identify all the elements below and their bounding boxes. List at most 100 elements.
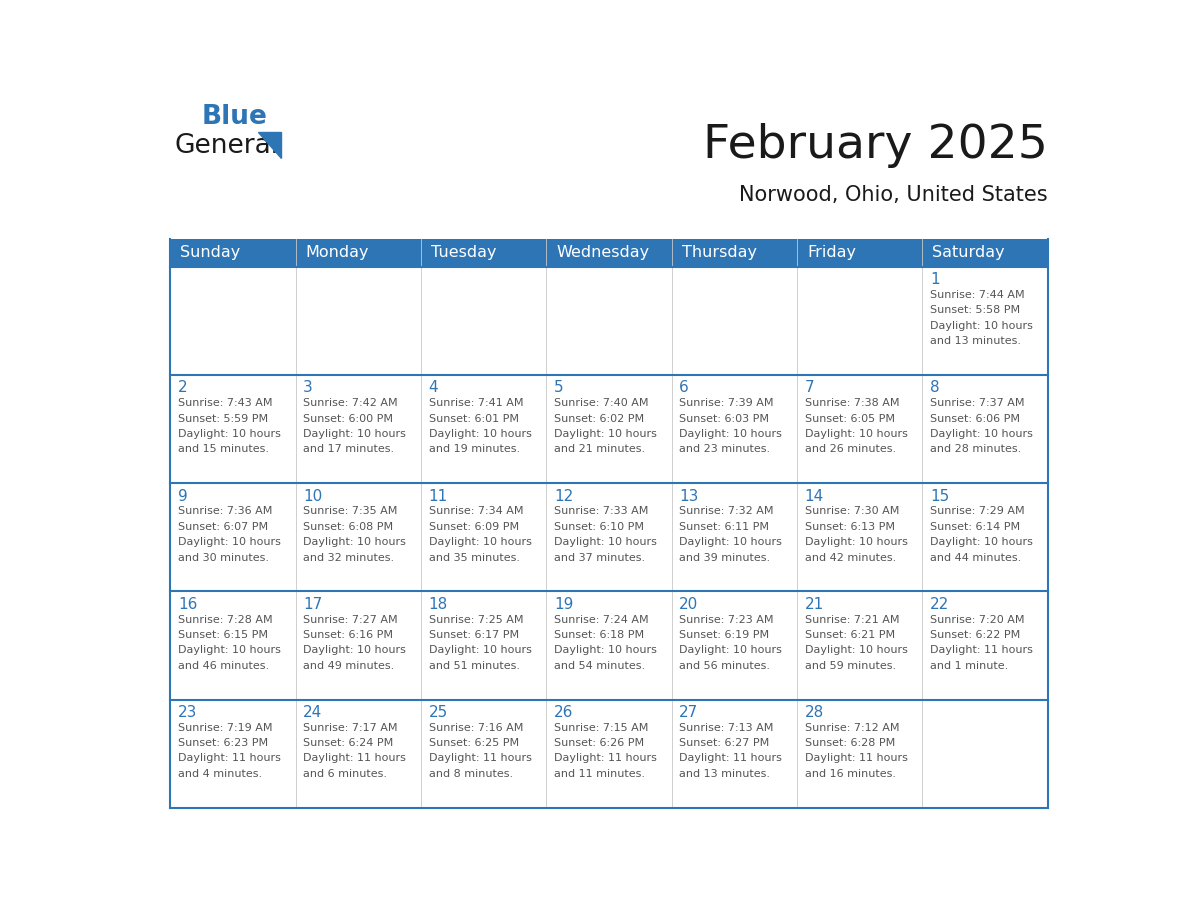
Text: 21: 21 <box>804 597 823 611</box>
Text: Sunset: 6:18 PM: Sunset: 6:18 PM <box>554 630 644 640</box>
Text: and 16 minutes.: and 16 minutes. <box>804 769 896 778</box>
Text: Sunrise: 7:25 AM: Sunrise: 7:25 AM <box>429 614 523 624</box>
Bar <box>296 267 421 375</box>
Text: Sunrise: 7:34 AM: Sunrise: 7:34 AM <box>429 507 523 516</box>
Text: and 30 minutes.: and 30 minutes. <box>178 553 268 563</box>
Bar <box>421 591 546 700</box>
Text: February 2025: February 2025 <box>702 123 1048 168</box>
Text: 2: 2 <box>178 380 188 396</box>
Text: Daylight: 10 hours: Daylight: 10 hours <box>178 537 280 547</box>
Text: Sunrise: 7:44 AM: Sunrise: 7:44 AM <box>930 290 1024 300</box>
Text: Sunset: 6:06 PM: Sunset: 6:06 PM <box>930 413 1020 423</box>
Bar <box>421 375 546 483</box>
Text: and 4 minutes.: and 4 minutes. <box>178 769 263 778</box>
Text: and 44 minutes.: and 44 minutes. <box>930 553 1022 563</box>
Text: Daylight: 10 hours: Daylight: 10 hours <box>554 537 657 547</box>
Text: Sunset: 6:25 PM: Sunset: 6:25 PM <box>429 738 519 748</box>
Bar <box>170 267 296 375</box>
Bar <box>546 700 671 808</box>
Bar <box>922 483 1048 591</box>
Bar <box>546 375 671 483</box>
Text: Sunrise: 7:35 AM: Sunrise: 7:35 AM <box>303 507 398 516</box>
Text: 4: 4 <box>429 380 438 396</box>
Text: Sunrise: 7:36 AM: Sunrise: 7:36 AM <box>178 507 272 516</box>
Text: Sunrise: 7:29 AM: Sunrise: 7:29 AM <box>930 507 1024 516</box>
Text: Sunset: 6:16 PM: Sunset: 6:16 PM <box>303 630 393 640</box>
Text: Saturday: Saturday <box>933 245 1005 261</box>
Text: Sunrise: 7:41 AM: Sunrise: 7:41 AM <box>429 398 523 409</box>
Text: Sunrise: 7:15 AM: Sunrise: 7:15 AM <box>554 722 649 733</box>
Text: Daylight: 10 hours: Daylight: 10 hours <box>303 645 406 655</box>
Text: 5: 5 <box>554 380 563 396</box>
Text: Daylight: 10 hours: Daylight: 10 hours <box>680 429 782 439</box>
Text: Daylight: 11 hours: Daylight: 11 hours <box>303 754 406 764</box>
Bar <box>671 483 797 591</box>
Text: Thursday: Thursday <box>682 245 757 261</box>
Text: and 39 minutes.: and 39 minutes. <box>680 553 770 563</box>
Text: and 54 minutes.: and 54 minutes. <box>554 661 645 671</box>
Polygon shape <box>258 132 282 158</box>
Text: and 17 minutes.: and 17 minutes. <box>303 444 394 454</box>
Text: Sunrise: 7:43 AM: Sunrise: 7:43 AM <box>178 398 272 409</box>
Text: Sunrise: 7:12 AM: Sunrise: 7:12 AM <box>804 722 899 733</box>
Text: 24: 24 <box>303 705 322 720</box>
Text: and 19 minutes.: and 19 minutes. <box>429 444 519 454</box>
Text: Sunrise: 7:28 AM: Sunrise: 7:28 AM <box>178 614 272 624</box>
Text: Daylight: 11 hours: Daylight: 11 hours <box>680 754 782 764</box>
Text: Daylight: 10 hours: Daylight: 10 hours <box>178 429 280 439</box>
Text: and 13 minutes.: and 13 minutes. <box>680 769 770 778</box>
Text: and 51 minutes.: and 51 minutes. <box>429 661 519 671</box>
Text: 14: 14 <box>804 488 823 504</box>
Text: Sunset: 6:23 PM: Sunset: 6:23 PM <box>178 738 268 748</box>
Bar <box>797 483 922 591</box>
Text: Sunset: 5:59 PM: Sunset: 5:59 PM <box>178 413 268 423</box>
Text: Daylight: 11 hours: Daylight: 11 hours <box>429 754 531 764</box>
Text: and 42 minutes.: and 42 minutes. <box>804 553 896 563</box>
Text: 9: 9 <box>178 488 188 504</box>
Bar <box>922 267 1048 375</box>
Text: and 49 minutes.: and 49 minutes. <box>303 661 394 671</box>
Text: Daylight: 10 hours: Daylight: 10 hours <box>429 537 531 547</box>
Text: and 23 minutes.: and 23 minutes. <box>680 444 770 454</box>
Text: Sunset: 6:22 PM: Sunset: 6:22 PM <box>930 630 1020 640</box>
Text: 8: 8 <box>930 380 940 396</box>
Text: and 6 minutes.: and 6 minutes. <box>303 769 387 778</box>
Bar <box>296 375 421 483</box>
Text: 28: 28 <box>804 705 823 720</box>
Text: Daylight: 11 hours: Daylight: 11 hours <box>554 754 657 764</box>
Text: Sunrise: 7:38 AM: Sunrise: 7:38 AM <box>804 398 899 409</box>
Bar <box>170 700 1048 808</box>
Text: 19: 19 <box>554 597 574 611</box>
Bar <box>922 375 1048 483</box>
Text: Sunrise: 7:42 AM: Sunrise: 7:42 AM <box>303 398 398 409</box>
Bar <box>421 483 546 591</box>
Bar <box>797 267 922 375</box>
Text: Sunset: 6:09 PM: Sunset: 6:09 PM <box>429 521 519 532</box>
Text: 25: 25 <box>429 705 448 720</box>
Bar <box>170 700 296 808</box>
Text: Sunrise: 7:24 AM: Sunrise: 7:24 AM <box>554 614 649 624</box>
Text: Sunrise: 7:17 AM: Sunrise: 7:17 AM <box>303 722 398 733</box>
Bar <box>671 700 797 808</box>
Bar <box>922 591 1048 700</box>
Bar <box>421 267 546 375</box>
Text: Sunset: 6:26 PM: Sunset: 6:26 PM <box>554 738 644 748</box>
Bar <box>170 591 1048 700</box>
Text: Sunrise: 7:39 AM: Sunrise: 7:39 AM <box>680 398 773 409</box>
Text: Daylight: 10 hours: Daylight: 10 hours <box>303 537 406 547</box>
Bar <box>546 591 671 700</box>
Bar <box>546 267 671 375</box>
Bar <box>797 591 922 700</box>
Text: Sunset: 6:11 PM: Sunset: 6:11 PM <box>680 521 770 532</box>
Text: Sunset: 6:01 PM: Sunset: 6:01 PM <box>429 413 519 423</box>
Text: Sunset: 6:05 PM: Sunset: 6:05 PM <box>804 413 895 423</box>
Bar <box>922 700 1048 808</box>
Text: and 56 minutes.: and 56 minutes. <box>680 661 770 671</box>
Text: Sunset: 6:08 PM: Sunset: 6:08 PM <box>303 521 393 532</box>
Text: Sunrise: 7:30 AM: Sunrise: 7:30 AM <box>804 507 899 516</box>
Text: Daylight: 10 hours: Daylight: 10 hours <box>930 429 1032 439</box>
Text: and 8 minutes.: and 8 minutes. <box>429 769 513 778</box>
Text: Sunset: 5:58 PM: Sunset: 5:58 PM <box>930 306 1020 316</box>
Text: Sunrise: 7:23 AM: Sunrise: 7:23 AM <box>680 614 773 624</box>
Text: Blue: Blue <box>201 104 267 130</box>
